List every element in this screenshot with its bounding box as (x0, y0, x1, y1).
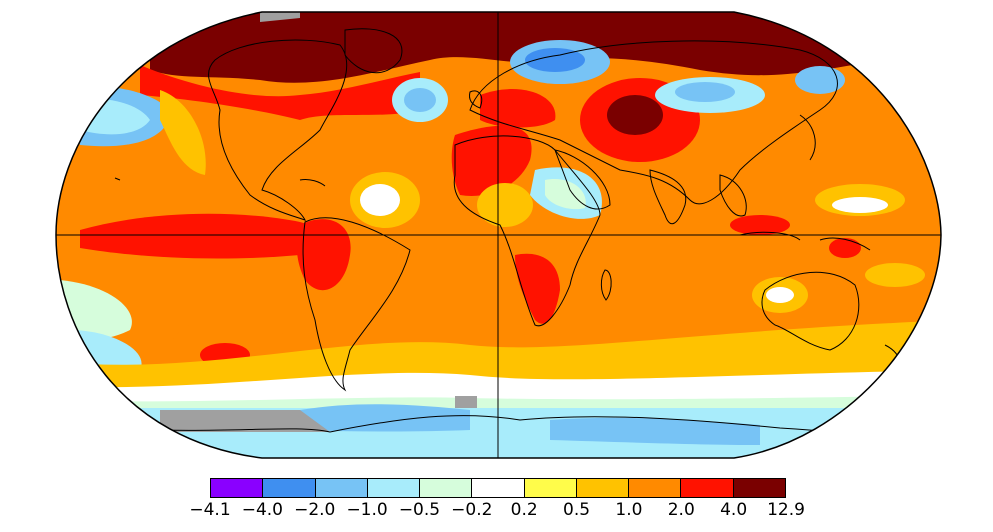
color-legend: −4.1 −4.0 −2.0 −1.0 −0.5 −0.2 0.2 0.5 1.0 2.0 4.0 1… (189, 478, 805, 520)
legend-tick-label: 4.0 (720, 500, 748, 520)
legend-tick-label: −1.0 (346, 500, 388, 520)
legend-swatch-1 (263, 479, 316, 497)
legend-swatch-0 (211, 479, 264, 497)
legend-tick-label: −0.2 (451, 500, 493, 520)
legend-swatch-6 (524, 479, 577, 497)
legend-tick-label: 0.5 (563, 500, 591, 520)
legend-swatch-3 (367, 479, 421, 497)
legend-tick-label: 2.0 (667, 500, 695, 520)
legend-swatch-5 (472, 479, 525, 497)
legend-tick-label: −0.5 (398, 500, 441, 520)
legend-colorbar (210, 478, 786, 498)
legend-tick-label: −4.0 (241, 500, 283, 520)
legend-tick-label: 0.2 (510, 500, 538, 520)
legend-tick-label: 1.0 (615, 500, 643, 520)
map-outline (55, 11, 942, 459)
legend-tick-labels: −4.1 −4.0 −2.0 −1.0 −0.5 −0.2 0.2 0.5 1.0 2.0 4.0 1… (189, 500, 805, 530)
world-anomaly-map (55, 11, 942, 459)
legend-swatch-2 (315, 479, 368, 497)
legend-tick-label: 12.9 (767, 500, 805, 520)
legend-swatch-8 (629, 479, 682, 497)
legend-swatch-9 (681, 479, 734, 497)
legend-tick-label: −2.0 (294, 500, 336, 520)
legend-swatch-7 (576, 479, 630, 497)
legend-tick-label: −4.1 (189, 500, 231, 520)
legend-swatch-10 (733, 479, 785, 497)
legend-swatch-4 (420, 479, 473, 497)
